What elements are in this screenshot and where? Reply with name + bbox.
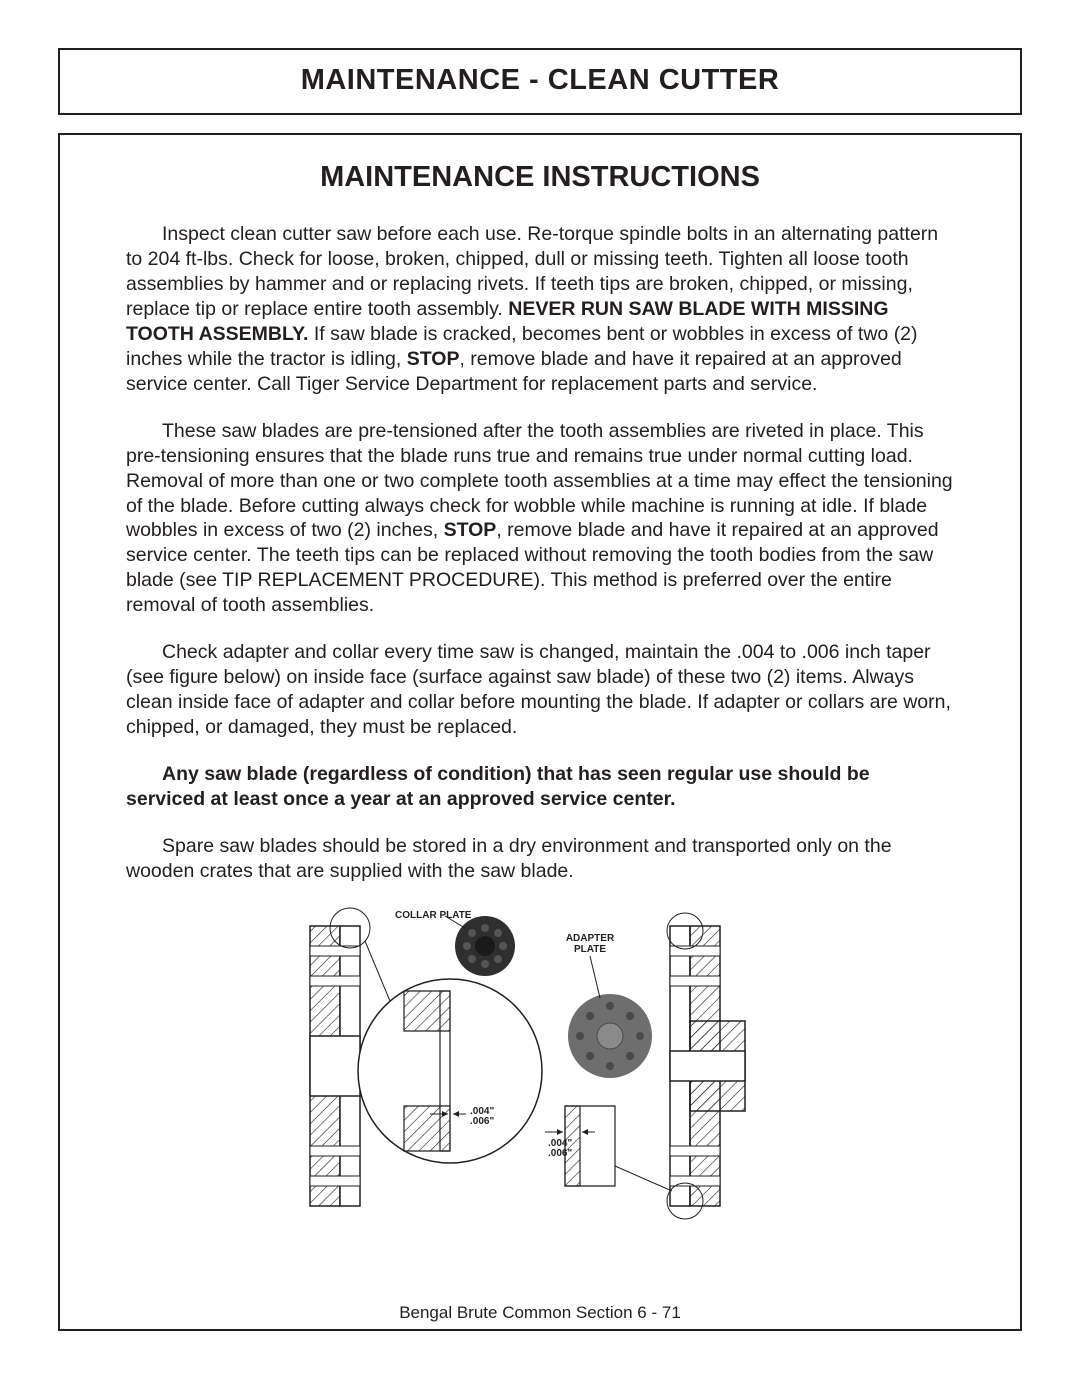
adapter-plate-label-2: PLATE	[574, 944, 606, 955]
page-footer: Bengal Brute Common Section 6 - 71	[60, 1303, 1020, 1323]
paragraph-4-bold: Any saw blade (regardless of condition) …	[126, 762, 954, 812]
diagram-svg: .004" .006" COLLAR PLATE	[290, 906, 790, 1222]
detail-circle: .004" .006"	[358, 979, 542, 1163]
adapter-plate-label-1: ADAPTER	[566, 933, 615, 944]
left-section	[310, 926, 360, 1206]
header-box: MAINTENANCE - CLEAN CUTTER	[58, 48, 1022, 115]
p1-bold-stop: STOP	[407, 348, 460, 370]
taper2-bot-label: .006"	[548, 1148, 572, 1159]
taper1-bot-label: .006"	[470, 1116, 494, 1127]
collar-plate-icon	[455, 916, 515, 976]
content-box: MAINTENANCE INSTRUCTIONS Inspect clean c…	[58, 133, 1022, 1331]
adapter-plate-icon	[568, 994, 652, 1078]
paragraph-3: Check adapter and collar every time saw …	[126, 640, 954, 740]
paragraph-1: Inspect clean cutter saw before each use…	[126, 222, 954, 397]
page-title: MAINTENANCE - CLEAN CUTTER	[60, 64, 1020, 97]
paragraph-5: Spare saw blades should be stored in a d…	[126, 834, 954, 884]
paragraph-2: These saw blades are pre-tensioned after…	[126, 419, 954, 619]
lower-taper: .004" .006"	[545, 1106, 615, 1186]
collar-plate-label: COLLAR PLATE	[395, 910, 472, 921]
right-section	[670, 926, 745, 1206]
p2-bold-stop: STOP	[444, 519, 497, 541]
subtitle: MAINTENANCE INSTRUCTIONS	[126, 161, 954, 194]
diagram: .004" .006" COLLAR PLATE	[290, 906, 790, 1222]
